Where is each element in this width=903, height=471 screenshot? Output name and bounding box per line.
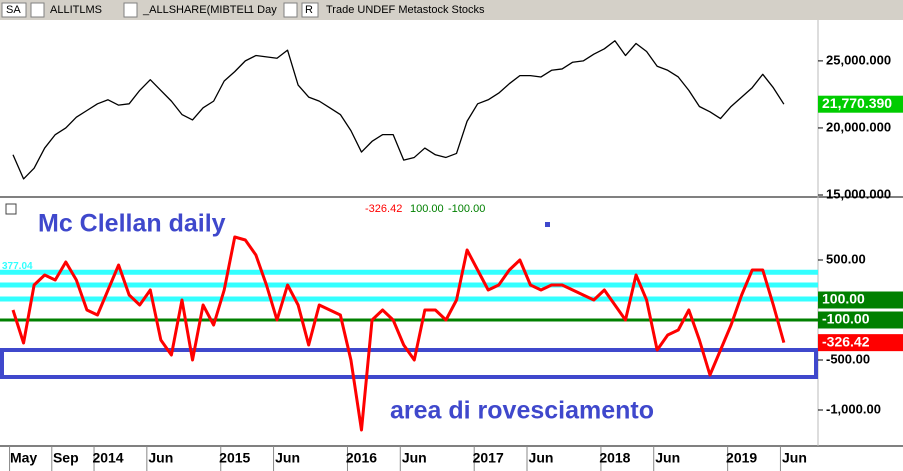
x-tick-label: Jun <box>402 450 427 466</box>
value-box <box>818 291 903 309</box>
value-box <box>818 334 903 352</box>
y-tick-label: 25,000.000 <box>826 52 891 67</box>
series-line <box>12 40 785 180</box>
header-value: -326.42 <box>365 203 402 215</box>
dropdown[interactable] <box>30 2 45 18</box>
x-tick-label: 2017 <box>473 450 504 466</box>
x-tick-label: 2016 <box>346 450 377 466</box>
panel-title: Mc Clellan daily <box>38 210 226 238</box>
annotation: area di rovesciamento <box>390 397 654 425</box>
interval: 1 Day <box>248 4 277 16</box>
x-tick-label: May <box>10 450 37 466</box>
info: Trade UNDEF Metastock Stocks <box>326 4 485 16</box>
x-tick-label: Jun <box>275 450 300 466</box>
y-tick-label: 15,000.000 <box>826 186 891 201</box>
x-tick-label: Jun <box>782 450 807 466</box>
panel-close[interactable] <box>5 203 17 215</box>
symbol-box[interactable] <box>1 2 27 18</box>
toolbar <box>0 0 903 20</box>
dropdown[interactable] <box>123 2 138 18</box>
value-box-label: 21,770.390 <box>822 95 892 111</box>
dropdown[interactable] <box>283 2 298 18</box>
y-tick-label: 20,000.000 <box>826 119 891 134</box>
x-tick-label: Sep <box>53 450 79 466</box>
symbol-box-text: SA <box>6 4 21 16</box>
value-box-label: -326.42 <box>822 333 870 349</box>
marker <box>545 222 550 227</box>
value-box <box>818 95 903 113</box>
header-level: -100.00 <box>448 203 485 215</box>
x-tick-label: 2014 <box>92 450 123 466</box>
x-tick-label: Jun <box>529 450 554 466</box>
y-tick-label: 500.00 <box>826 251 866 266</box>
value-box-label: -100.00 <box>822 311 870 327</box>
x-tick-label: 2015 <box>219 450 250 466</box>
compare: _ALLSHARE(MIBTEL <box>142 4 250 16</box>
header-level: 100.00 <box>410 203 444 215</box>
mode: R <box>305 4 313 16</box>
value-box <box>818 311 903 329</box>
symbol: ALLITLMS <box>50 4 102 16</box>
x-tick-label: 2018 <box>599 450 630 466</box>
y-tick-label: -500.00 <box>826 351 870 366</box>
x-tick-label: 2019 <box>726 450 757 466</box>
y-tick-label: -1,000.00 <box>826 401 881 416</box>
x-tick-label: Jun <box>148 450 173 466</box>
mode-box[interactable] <box>301 2 319 18</box>
value-box-label: 100.00 <box>822 291 865 307</box>
cyan-level-label: 377.04 <box>2 261 33 272</box>
x-tick-label: Jun <box>655 450 680 466</box>
series-line <box>11 235 786 432</box>
